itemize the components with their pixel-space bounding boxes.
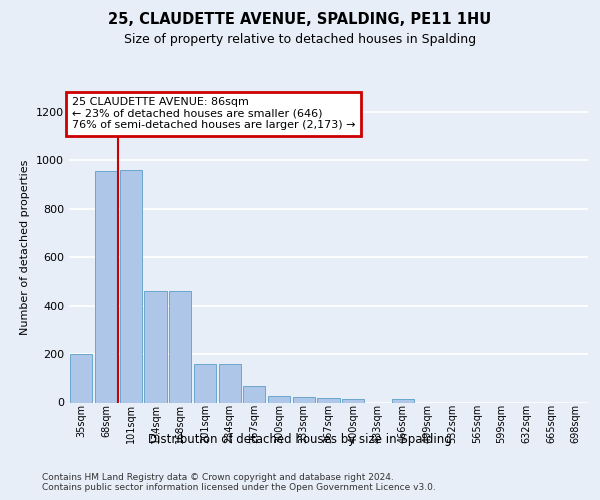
Text: Size of property relative to detached houses in Spalding: Size of property relative to detached ho… bbox=[124, 32, 476, 46]
Text: 25, CLAUDETTE AVENUE, SPALDING, PE11 1HU: 25, CLAUDETTE AVENUE, SPALDING, PE11 1HU bbox=[109, 12, 491, 28]
Bar bbox=[145, 290, 167, 403]
Bar bbox=[95, 171, 117, 402]
Bar bbox=[317, 398, 340, 402]
Bar bbox=[218, 364, 241, 403]
Y-axis label: Number of detached properties: Number of detached properties bbox=[20, 160, 31, 335]
Bar bbox=[194, 364, 216, 403]
Bar bbox=[70, 354, 92, 403]
Bar bbox=[169, 290, 191, 403]
Bar bbox=[342, 400, 364, 402]
Bar bbox=[119, 170, 142, 402]
Text: 25 CLAUDETTE AVENUE: 86sqm
← 23% of detached houses are smaller (646)
76% of sem: 25 CLAUDETTE AVENUE: 86sqm ← 23% of deta… bbox=[71, 97, 355, 130]
Bar bbox=[243, 386, 265, 402]
Text: Distribution of detached houses by size in Spalding: Distribution of detached houses by size … bbox=[148, 432, 452, 446]
Bar bbox=[293, 397, 315, 402]
Bar bbox=[268, 396, 290, 402]
Bar bbox=[392, 400, 414, 402]
Text: Contains HM Land Registry data © Crown copyright and database right 2024.
Contai: Contains HM Land Registry data © Crown c… bbox=[42, 472, 436, 492]
